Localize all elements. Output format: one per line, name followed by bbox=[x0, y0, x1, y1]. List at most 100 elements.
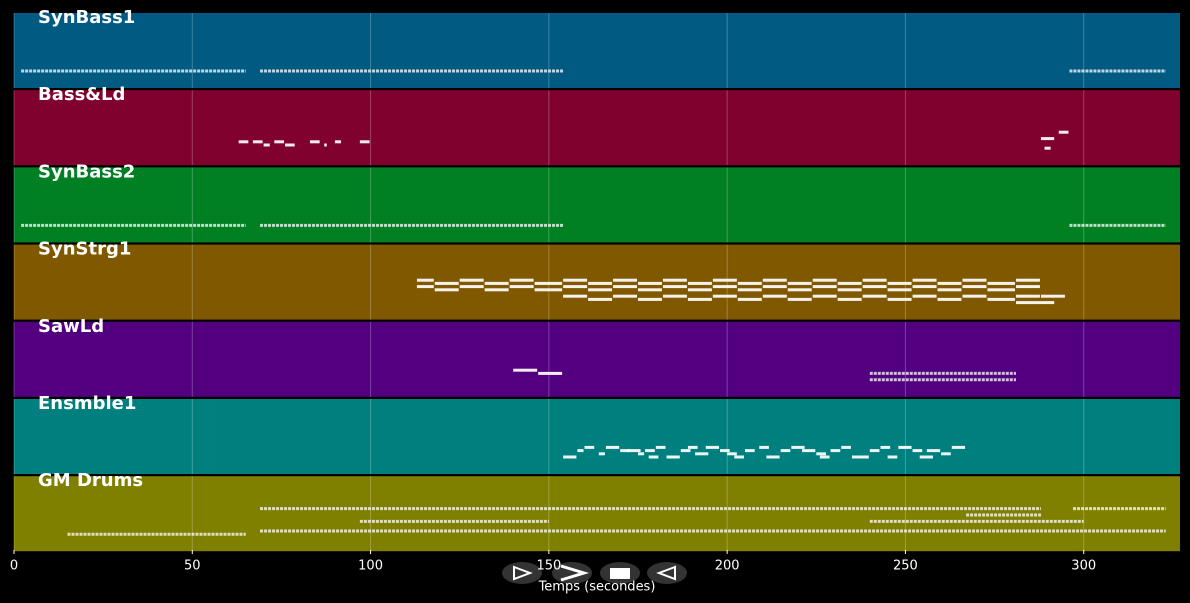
note bbox=[926, 449, 941, 453]
note bbox=[588, 281, 613, 285]
note bbox=[284, 143, 295, 147]
note bbox=[851, 455, 869, 459]
note bbox=[862, 285, 887, 289]
note bbox=[812, 294, 837, 298]
note bbox=[588, 288, 613, 292]
note bbox=[941, 452, 951, 456]
track-background bbox=[14, 90, 1180, 166]
note bbox=[1040, 137, 1055, 141]
note bbox=[638, 297, 662, 301]
track-background bbox=[14, 13, 1180, 88]
back-button[interactable] bbox=[647, 562, 687, 584]
note bbox=[680, 449, 691, 453]
note bbox=[1058, 130, 1069, 134]
note bbox=[563, 455, 577, 459]
note bbox=[687, 288, 712, 292]
stop-button[interactable] bbox=[600, 562, 640, 584]
x-tick-label: 250 bbox=[893, 559, 918, 574]
note bbox=[588, 297, 613, 301]
note bbox=[862, 278, 887, 282]
note bbox=[584, 445, 595, 449]
track-background bbox=[14, 167, 1180, 243]
note bbox=[638, 288, 662, 292]
note bbox=[662, 294, 687, 298]
note bbox=[274, 140, 284, 144]
note bbox=[837, 297, 862, 301]
note bbox=[459, 285, 484, 289]
note bbox=[252, 140, 263, 144]
note bbox=[712, 285, 737, 289]
track-name: SynBass2 bbox=[38, 161, 135, 182]
note bbox=[887, 281, 912, 285]
note bbox=[762, 294, 787, 298]
note bbox=[937, 288, 962, 292]
note bbox=[509, 285, 534, 289]
note bbox=[819, 455, 830, 459]
note bbox=[787, 281, 812, 285]
note bbox=[802, 449, 816, 453]
note bbox=[737, 281, 762, 285]
note bbox=[787, 288, 812, 292]
note bbox=[416, 278, 434, 282]
note bbox=[1015, 285, 1040, 289]
track-background bbox=[14, 399, 1180, 474]
note bbox=[1015, 278, 1040, 282]
note bbox=[687, 281, 712, 285]
note bbox=[1044, 146, 1051, 150]
note bbox=[787, 297, 812, 301]
note bbox=[880, 445, 891, 449]
note bbox=[627, 449, 641, 453]
note bbox=[887, 455, 898, 459]
note bbox=[459, 278, 484, 282]
note bbox=[534, 281, 563, 285]
note bbox=[869, 449, 880, 453]
note bbox=[324, 143, 327, 147]
note bbox=[837, 288, 862, 292]
note bbox=[687, 445, 698, 449]
note bbox=[962, 278, 987, 282]
note bbox=[613, 294, 638, 298]
track-name: Bass&Ld bbox=[38, 84, 125, 105]
controls bbox=[502, 562, 687, 584]
note bbox=[648, 455, 659, 459]
note bbox=[662, 285, 687, 289]
note bbox=[416, 285, 434, 289]
note bbox=[613, 278, 638, 282]
note bbox=[737, 297, 762, 301]
note bbox=[434, 288, 459, 292]
note bbox=[912, 449, 923, 453]
note bbox=[613, 285, 638, 289]
x-tick-label: 0 bbox=[10, 559, 18, 574]
note bbox=[812, 285, 837, 289]
note bbox=[912, 278, 937, 282]
note bbox=[1040, 294, 1065, 298]
track-background bbox=[14, 321, 1180, 397]
x-tick-label: 150 bbox=[536, 559, 561, 574]
note bbox=[638, 452, 645, 456]
note bbox=[951, 445, 966, 449]
note bbox=[1015, 301, 1055, 305]
note bbox=[887, 297, 912, 301]
note bbox=[705, 445, 720, 449]
note bbox=[655, 445, 666, 449]
forward-button[interactable] bbox=[552, 562, 592, 584]
x-tick-label: 200 bbox=[715, 559, 740, 574]
note bbox=[563, 294, 588, 298]
play-button[interactable] bbox=[502, 562, 542, 584]
note bbox=[734, 455, 744, 459]
track-name: Ensmble1 bbox=[38, 393, 136, 414]
x-axis-label: Temps (secondes) bbox=[538, 580, 656, 595]
note bbox=[1015, 294, 1040, 298]
note bbox=[563, 278, 588, 282]
note bbox=[484, 281, 509, 285]
note bbox=[727, 452, 737, 456]
note bbox=[912, 294, 937, 298]
note bbox=[434, 281, 459, 285]
note bbox=[837, 281, 862, 285]
note bbox=[577, 449, 584, 453]
tracks: SynBass1 Bass&Ld SynBass2 SynStrg1 SawLd Ensm… bbox=[13, 7, 1180, 552]
note bbox=[862, 294, 887, 298]
note bbox=[534, 288, 563, 292]
note bbox=[645, 449, 655, 453]
